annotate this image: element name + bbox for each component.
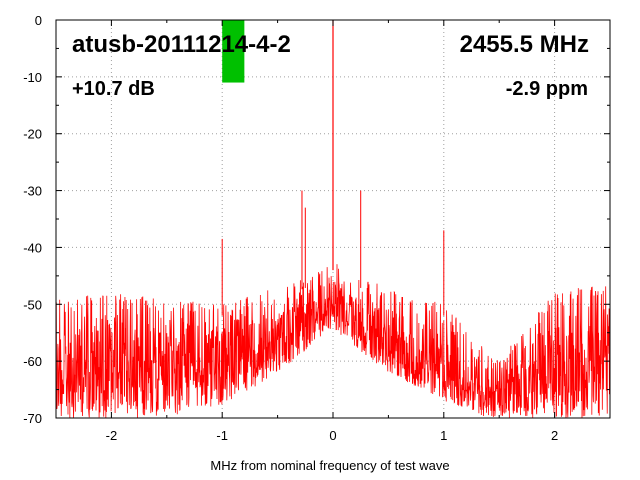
x-axis-label: MHz from nominal frequency of test wave xyxy=(210,458,449,473)
device-label: atusb-20111214-4-2 xyxy=(72,31,291,58)
x-tick-label: -1 xyxy=(216,428,228,443)
x-tick-label: -2 xyxy=(106,428,118,443)
ppm-label: -2.9 ppm xyxy=(506,78,588,100)
level-label: +10.7 dB xyxy=(72,78,155,100)
y-tick-label: -40 xyxy=(23,240,42,255)
x-tick-label: 1 xyxy=(440,428,447,443)
noise-trace xyxy=(55,264,611,418)
level-bar xyxy=(222,20,245,83)
y-tick-label: -30 xyxy=(23,184,42,199)
y-tick-label: -20 xyxy=(23,127,42,142)
y-axis: 0 -10 -20 -30 -40 -50 -60 -70 xyxy=(23,13,610,426)
y-tick-label: -50 xyxy=(23,297,42,312)
y-tick-label: -10 xyxy=(23,70,42,85)
spur-lines xyxy=(221,20,445,316)
x-tick-label: 0 xyxy=(329,428,336,443)
y-tick-label: 0 xyxy=(35,13,42,28)
noise-floor-trace xyxy=(55,264,611,418)
y-tick-label: -70 xyxy=(23,411,42,426)
frequency-label: 2455.5 MHz xyxy=(460,31,589,58)
y-tick-label: -60 xyxy=(23,354,42,369)
x-tick-label: 2 xyxy=(551,428,558,443)
x-axis: -2 -1 0 1 2 xyxy=(55,20,611,443)
